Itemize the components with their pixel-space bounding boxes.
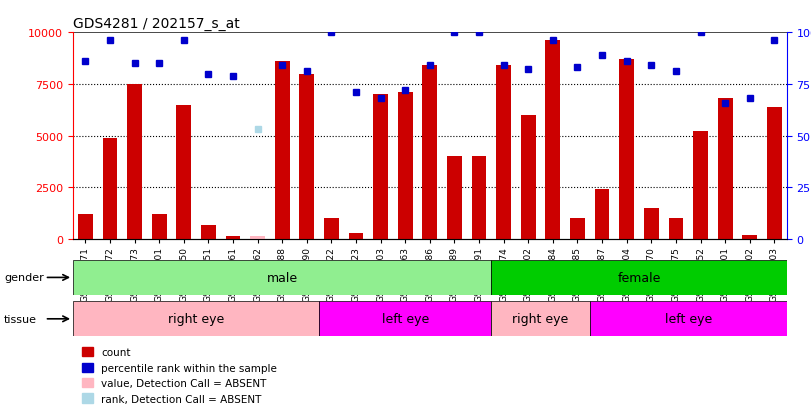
- Bar: [275, 62, 290, 240]
- Bar: [201, 225, 216, 240]
- Text: tissue: tissue: [4, 314, 37, 324]
- Bar: [644, 209, 659, 240]
- Text: left eye: left eye: [664, 313, 712, 325]
- Bar: [299, 74, 314, 240]
- Bar: [398, 93, 413, 240]
- Bar: [590, 301, 787, 337]
- Bar: [127, 85, 142, 240]
- Bar: [73, 301, 319, 337]
- Text: GDS4281 / 202157_s_at: GDS4281 / 202157_s_at: [73, 17, 240, 31]
- Bar: [319, 301, 491, 337]
- Bar: [570, 219, 585, 240]
- Bar: [447, 157, 461, 240]
- Bar: [521, 116, 535, 240]
- Bar: [742, 235, 757, 240]
- Legend: count, percentile rank within the sample, value, Detection Call = ABSENT, rank, : count, percentile rank within the sample…: [78, 343, 281, 408]
- Bar: [472, 157, 487, 240]
- Text: right eye: right eye: [513, 313, 569, 325]
- Text: right eye: right eye: [168, 313, 224, 325]
- Text: left eye: left eye: [382, 313, 429, 325]
- Bar: [250, 236, 265, 240]
- Bar: [423, 66, 437, 240]
- Bar: [491, 260, 787, 295]
- Bar: [491, 301, 590, 337]
- Bar: [718, 99, 732, 240]
- Bar: [250, 237, 265, 240]
- Bar: [373, 95, 388, 240]
- Bar: [546, 41, 560, 240]
- Bar: [620, 60, 634, 240]
- Bar: [496, 66, 511, 240]
- Bar: [102, 138, 118, 240]
- Bar: [668, 219, 684, 240]
- Text: gender: gender: [4, 273, 44, 282]
- Bar: [693, 132, 708, 240]
- Bar: [225, 236, 240, 240]
- Text: female: female: [617, 271, 661, 284]
- Bar: [176, 105, 191, 240]
- Bar: [152, 215, 166, 240]
- Bar: [594, 190, 610, 240]
- Bar: [324, 219, 339, 240]
- Bar: [349, 233, 363, 240]
- Text: male: male: [267, 271, 298, 284]
- Bar: [767, 107, 782, 240]
- Bar: [73, 260, 491, 295]
- Bar: [78, 215, 92, 240]
